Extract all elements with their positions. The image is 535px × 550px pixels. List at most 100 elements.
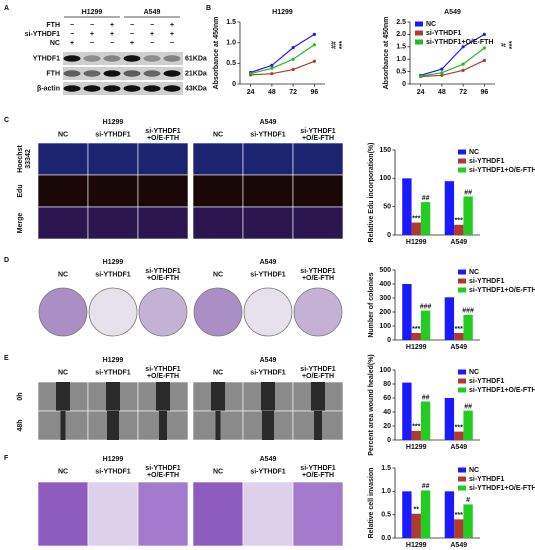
panel-letter: D [4,257,9,264]
micrograph [87,206,139,240]
band-size: 61KDa [185,55,207,62]
x-tick-label: 24 [417,89,425,96]
legend-label: NC [469,269,479,276]
panel-letter: A [4,5,9,12]
bar [420,310,431,340]
micrograph [242,206,294,240]
band [123,85,141,92]
y-tick-label: 2.0 [396,31,406,38]
micrograph [87,481,139,547]
legend-label: NC [469,467,479,474]
band [83,85,101,92]
sign: − [70,31,74,38]
column-label: NC [213,369,223,376]
panel-letter: C [4,117,9,124]
y-tick-label: 60 [383,395,391,402]
column-label: NC [213,131,223,138]
y-tick-label: 0.5 [396,68,406,75]
cell-line: H1299 [103,119,124,126]
point [249,72,253,76]
column-label: si-YTHDF1 [250,271,286,278]
y-axis-label: Absorbance at 450nm [383,17,390,90]
legend-swatch [458,278,466,284]
significance: *** [455,218,463,225]
point [270,72,274,76]
point [419,74,423,78]
y-tick-label: 1.0 [396,56,406,63]
sign: + [90,31,94,38]
legend-label: si-YTHDF1 [469,278,505,285]
series-line [420,59,485,78]
sign: + [70,40,74,47]
significance: ### [420,303,432,310]
x-tick-label: A549 [450,344,467,351]
bar [420,202,431,235]
x-tick-label: A549 [450,444,467,451]
column-label: +O/E-FTH [302,373,334,380]
point [312,59,316,63]
y-tick-label: 2.5 [396,19,406,26]
plate [38,287,88,337]
y-tick-label: 400 [379,281,391,288]
x-tick-label: 48 [438,89,446,96]
column-label: si-YTHDF1 [300,128,336,135]
micrograph [87,174,139,208]
panel-letter: F [4,455,9,462]
column-label: NC [58,131,68,138]
cell-line: A549 [260,119,277,126]
x-tick-label: A549 [450,542,467,549]
series-line [420,47,485,77]
cell-line: H1299 [103,259,124,266]
panel-letter: B [206,5,211,12]
band [103,70,121,77]
cell-line: A549 [260,259,277,266]
band [123,70,141,77]
point [482,58,486,63]
micrograph [192,481,244,547]
legend-swatch [458,387,466,393]
significance: *** [412,215,420,222]
x-tick-label: 72 [289,89,297,96]
micrograph [192,142,244,176]
column-label: NC [213,271,223,278]
band [83,55,101,62]
y-tick-label: 20 [383,423,391,430]
y-axis-label: Absorbance at 450nm [213,17,220,90]
wound-gap [159,411,167,440]
column-label: +O/E-FTH [302,472,334,479]
significance: *** [412,326,420,333]
y-tick-label: 0 [402,81,406,88]
y-tick-label: 500 [379,267,391,274]
y-tick-label: 0.0 [381,535,391,542]
wound-gap [211,382,225,411]
significance: ### [462,308,474,315]
wound-gap [215,411,221,440]
significance: # [501,43,508,47]
sign: + [150,31,154,38]
y-tick-label: 0 [387,337,391,344]
significance: ## [422,483,430,490]
legend-swatch [458,158,466,164]
bar [420,490,431,538]
bar [463,314,473,340]
condition-label: FTH [46,22,60,29]
micrograph [137,481,189,547]
bar [444,181,455,235]
bar [444,491,455,538]
x-tick-label: 72 [459,89,467,96]
band [83,70,101,77]
legend-label: si-YTHDF1+O/E-FTH [469,167,535,174]
column-label: NC [58,369,68,376]
y-tick-label: 200 [379,309,391,316]
x-tick-label: 48 [268,89,276,96]
bar [454,519,464,538]
legend-swatch [415,30,423,36]
bar [454,431,464,440]
micrograph [37,142,89,176]
y-tick-label: 1.0 [381,488,391,495]
point [291,57,295,61]
micrograph [192,174,244,208]
significance: ## [422,394,430,401]
row-label: Merge [17,213,24,234]
column-label: si-YTHDF1 [145,465,181,472]
